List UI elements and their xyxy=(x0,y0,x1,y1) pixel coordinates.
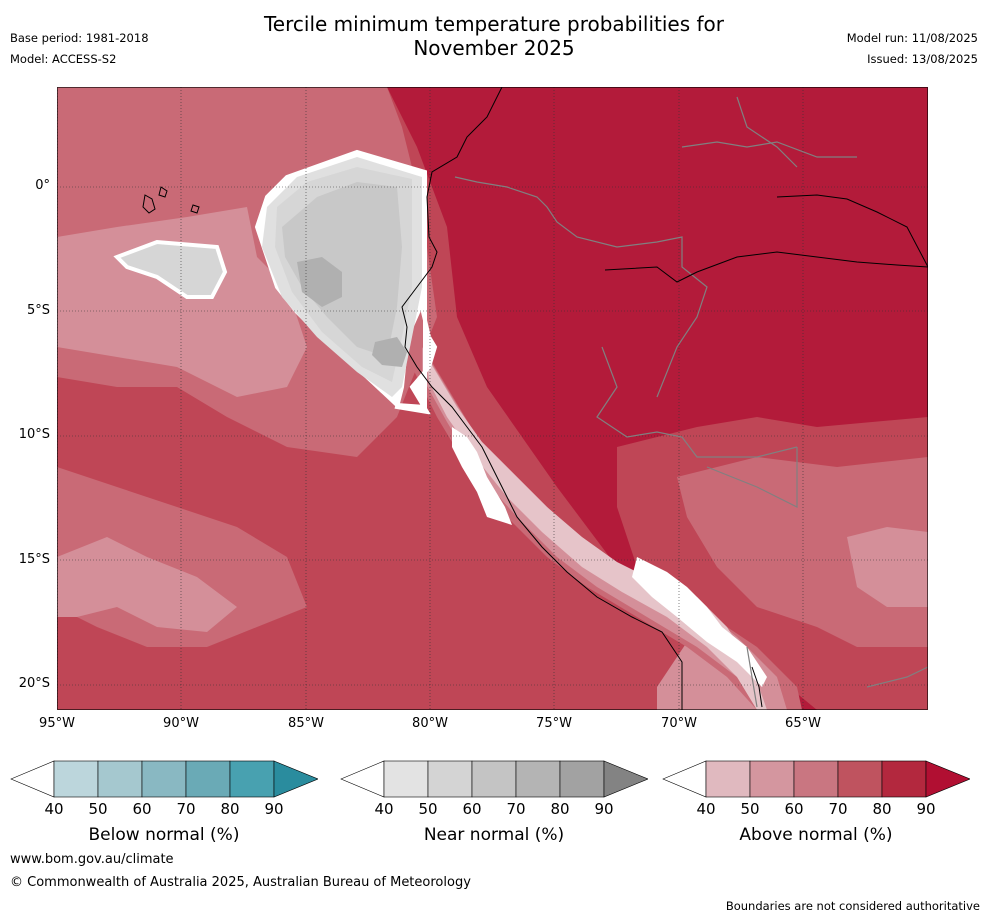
colorbar-tick-label: 80 xyxy=(872,800,892,818)
colorbar-above-normal xyxy=(662,760,970,798)
colorbar-extend-low xyxy=(10,760,55,798)
coastal-strip-white-2 xyxy=(632,557,767,687)
colorbar-caption-near: Near normal (%) xyxy=(423,825,565,845)
colorbar-tick-label: 80 xyxy=(550,800,570,818)
title-line-2: November 2025 xyxy=(413,36,575,60)
probability-map xyxy=(57,87,928,710)
title-line-1: Tercile minimum temperature probabilitie… xyxy=(263,12,725,36)
chart-title: Tercile minimum temperature probabilitie… xyxy=(0,12,988,60)
base-period: Base period: 1981-2018 xyxy=(10,31,149,45)
colorbar-tick-label: 50 xyxy=(740,800,760,818)
lat-label: 20°S xyxy=(18,676,50,691)
colorbar-caption-below: Below normal (%) xyxy=(88,825,240,845)
colorbar-tick-label: 60 xyxy=(132,800,152,818)
colorbar-tick-label: 50 xyxy=(88,800,108,818)
colorbar-extend-high xyxy=(603,760,648,798)
colorbar-extend-low xyxy=(662,760,707,798)
lon-label: 95°W xyxy=(39,716,75,731)
lon-label: 65°W xyxy=(785,716,821,731)
colorbar-segment xyxy=(185,760,231,798)
lon-label: 75°W xyxy=(536,716,572,731)
colorbar-tick-label: 60 xyxy=(462,800,482,818)
model-name: Model: ACCESS-S2 xyxy=(10,52,117,66)
colorbar-tick-label: 90 xyxy=(264,800,284,818)
colorbar-extend-low xyxy=(340,760,385,798)
lon-label: 85°W xyxy=(288,716,324,731)
colorbar-extend-high xyxy=(925,760,970,798)
colorbar-segment xyxy=(471,760,517,798)
lat-label: 15°S xyxy=(18,552,50,567)
colorbar-segment xyxy=(793,760,839,798)
galapagos-islands xyxy=(142,186,200,214)
colorbar-segment xyxy=(705,760,751,798)
meta-right: Model run: 11/08/2025 Issued: 13/08/2025 xyxy=(847,28,978,70)
graticule xyxy=(57,87,928,710)
website-link[interactable]: www.bom.gov.au/climate xyxy=(10,852,174,867)
colorbar-segment xyxy=(837,760,883,798)
colorbar-segment xyxy=(229,760,275,798)
colorbar-segment xyxy=(559,760,605,798)
colorbar-tick-label: 40 xyxy=(696,800,716,818)
coastline xyxy=(401,87,928,710)
colorbar-extend-high xyxy=(273,760,318,798)
country-borders xyxy=(454,96,928,708)
colorbar-segment xyxy=(97,760,143,798)
colorbar-segment xyxy=(749,760,795,798)
lat-label: 0° xyxy=(35,178,50,193)
colorbar-tick-label: 40 xyxy=(44,800,64,818)
lon-label: 80°W xyxy=(412,716,448,731)
colorbar-tick-label: 60 xyxy=(784,800,804,818)
lon-label: 90°W xyxy=(163,716,199,731)
colorbar-segment xyxy=(881,760,927,798)
lat-label: 5°S xyxy=(26,303,50,318)
near-normal-70 xyxy=(297,257,342,307)
colorbar-tick-label: 40 xyxy=(374,800,394,818)
lon-label: 70°W xyxy=(661,716,697,731)
colorbar-caption-above: Above normal (%) xyxy=(739,825,893,845)
meta-left: Base period: 1981-2018 Model: ACCESS-S2 xyxy=(10,28,149,70)
near-normal-60 xyxy=(282,182,402,357)
map-frame xyxy=(57,87,928,710)
colorbar-segment xyxy=(53,760,99,798)
copyright-text: © Commonwealth of Australia 2025, Austra… xyxy=(10,875,471,890)
issued-date: Issued: 13/08/2025 xyxy=(867,52,978,66)
near-normal-70b xyxy=(372,337,407,367)
lat-label: 10°S xyxy=(18,427,50,442)
colorbar-tick-label: 50 xyxy=(418,800,438,818)
colorbar-segment xyxy=(515,760,561,798)
colorbar-tick-label: 70 xyxy=(176,800,196,818)
disclaimer-text: Boundaries are not considered authoritat… xyxy=(725,899,980,913)
colorbar-near-normal xyxy=(340,760,648,798)
colorbar-segment xyxy=(383,760,429,798)
colorbar-tick-label: 70 xyxy=(506,800,526,818)
contour-above-50-sw xyxy=(57,537,237,632)
colorbar-tick-label: 90 xyxy=(594,800,614,818)
colorbar-tick-label: 70 xyxy=(828,800,848,818)
coastal-strip-white xyxy=(452,427,512,525)
colorbar-tick-label: 80 xyxy=(220,800,240,818)
contour-above-60-se xyxy=(677,457,928,647)
coastal-strip-40 xyxy=(427,357,767,710)
colorbar-segment xyxy=(427,760,473,798)
colorbar-segment xyxy=(141,760,187,798)
contour-above-50-se2 xyxy=(847,527,928,607)
colorbar-tick-label: 90 xyxy=(916,800,936,818)
model-run: Model run: 11/08/2025 xyxy=(846,31,978,45)
colorbar-below-normal xyxy=(10,760,318,798)
near-normal-west-patch xyxy=(113,239,228,299)
